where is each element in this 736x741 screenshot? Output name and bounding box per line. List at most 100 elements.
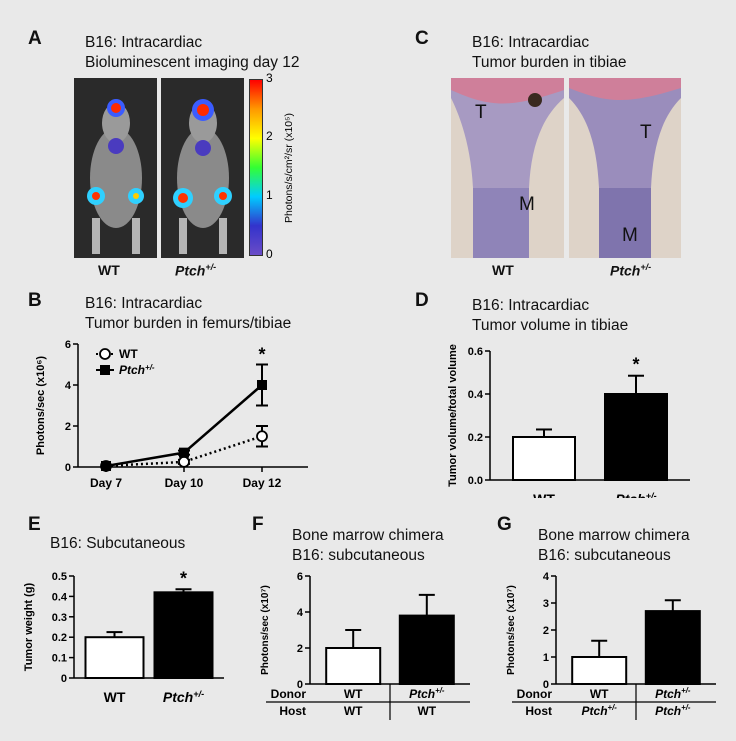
chart-e-y-axis-label: Tumor weight (g) [23, 582, 35, 671]
chart-f-y-axis-label: Photons/sec (x10⁷) [260, 585, 271, 675]
chart-d-bar [512, 436, 576, 481]
chart-f-y-tick-label: 0 [297, 679, 303, 691]
chart-e-bar [84, 636, 145, 679]
chart-e-y-tick-label: 0.5 [52, 571, 67, 583]
chart-b-legend-label: WT [119, 347, 138, 361]
chart-e-significance-mark: * [180, 568, 187, 588]
panel-b-title: B16: Intracardiac [85, 295, 203, 312]
chart-g-bar [644, 610, 701, 685]
chart-f-host-value: WT [417, 704, 436, 718]
chart-b-series-line [105, 435, 263, 468]
panel-d-subtitle: Tumor volume in tibiae [472, 317, 629, 334]
panel-c-label: C [415, 28, 429, 49]
panel-g-title: Bone marrow chimera [538, 527, 690, 544]
chart-b-legend-label: Ptch+/- [119, 363, 155, 377]
panel-c-group-ptch-base: Ptch [610, 262, 641, 279]
panel-c-group-ptch-sup: +/- [640, 262, 652, 272]
chart-g-y-tick-label: 0 [543, 679, 549, 691]
panel-f-subtitle: B16: subcutaneous [292, 547, 425, 564]
chart-f-y-tick-label: 4 [297, 607, 304, 619]
panel-b-subtitle: Tumor burden in femurs/tibiae [85, 315, 292, 332]
colorbar-tick: 0 [266, 247, 273, 261]
chart-d-category-label: WT [533, 491, 555, 498]
panel-c-group-wt: WT [492, 262, 514, 278]
chart-b-y-tick-label: 0 [65, 462, 71, 474]
chart-b-y-tick-label: 6 [65, 339, 71, 351]
chart-e-y-tick-label: 0.3 [52, 612, 67, 624]
chart-f: 0 2 4 6 Photons/sec (x10⁷) WT WT Ptch+/- WT Donor… [260, 571, 470, 720]
colorbar-axis: 3 2 1 0 Photons/s/cm²/sr (x10⁵) [266, 72, 295, 261]
chart-g-y-tick-label: 1 [543, 652, 549, 664]
panel-a-label: A [28, 28, 42, 49]
colorbar-tick: 2 [266, 129, 273, 143]
chart-e-y-tick-label: 0.2 [52, 632, 67, 644]
chart-g-bar [571, 656, 628, 685]
chart-e-category-label: Ptch+/- [163, 689, 204, 705]
chart-e-y-tick-label: 0.4 [52, 591, 68, 603]
chart-f-donor-value: Ptch+/- [409, 686, 445, 701]
chart-g-y-tick-label: 3 [543, 598, 549, 610]
chart-b-y-tick-label: 4 [65, 380, 72, 392]
panel-g-subtitle: B16: subcutaneous [538, 547, 671, 564]
chart-g-donor-value: Ptch+/- [655, 686, 691, 701]
panel-a-group-ptch-sup: +/- [205, 262, 217, 272]
panel-g-label: G [497, 514, 512, 535]
colorbar [249, 79, 263, 256]
chart-b-x-tick-label: Day 10 [165, 476, 204, 490]
histology-image-ptch: T M [569, 78, 681, 258]
chart-f-donor-label: Donor [271, 687, 307, 701]
chart-b-point [178, 455, 190, 468]
bioluminescence-image-ptch [161, 78, 244, 258]
panel-b-label: B [28, 290, 42, 311]
panel-f-title: Bone marrow chimera [292, 527, 444, 544]
colorbar-label: Photons/s/cm²/sr (x10⁵) [283, 113, 295, 223]
chart-b-x-tick-label: Day 12 [243, 476, 282, 490]
panel-a-group-ptch: Ptch+/- [175, 262, 216, 279]
chart-f-bar [398, 614, 455, 685]
chart-b-y-tick-label: 2 [65, 421, 71, 433]
chart-f-y-tick-label: 6 [297, 571, 303, 583]
panel-c-group-ptch: Ptch+/- [610, 262, 651, 279]
histology-wt-mark-t: T [475, 102, 487, 123]
mouse-ptch-illustration [173, 99, 232, 254]
chart-d-y-tick-label: 0.6 [468, 346, 483, 358]
panel-a-group-wt: WT [98, 262, 120, 278]
chart-e-y-tick-label: 0 [61, 673, 67, 685]
panel-e-title: B16: Subcutaneous [50, 535, 186, 552]
chart-d: 0.0 0.2 0.4 0.6 Tumor volume/total volume WT P… [447, 344, 690, 498]
panel-d-label: D [415, 290, 429, 311]
panel-c-subtitle: Tumor burden in tibiae [472, 54, 627, 71]
mouse-wt-illustration [87, 99, 144, 254]
chart-b-significance-mark: * [258, 345, 265, 365]
histology-wt-mark-m: M [519, 194, 535, 215]
chart-b-legend-marker [100, 365, 110, 375]
panel-c-title: B16: Intracardiac [472, 34, 590, 51]
chart-b-point [257, 380, 267, 390]
chart-f-donor-value: WT [344, 687, 363, 701]
chart-d-category-label: Ptch+/- [615, 491, 656, 498]
colorbar-tick: 1 [266, 188, 273, 202]
chart-g: 0 1 2 3 4 Photons/sec (x10⁷) WT Ptch+/- Ptch+/- P… [506, 571, 716, 720]
chart-e-y-tick-label: 0.1 [52, 653, 67, 665]
chart-b-legend-marker [99, 348, 111, 360]
chart-f-host-value: WT [344, 704, 363, 718]
panel-e-label: E [28, 514, 41, 535]
chart-f-host-label: Host [279, 704, 306, 718]
chart-g-y-tick-label: 4 [543, 571, 550, 583]
chart-b-y-axis-label: Photons/sec (x10⁶) [35, 356, 47, 456]
chart-d-y-tick-label: 0.0 [468, 475, 483, 487]
histology-ptch-mark-t: T [640, 122, 652, 143]
chart-e-bar [153, 591, 214, 679]
chart-g-y-axis-label: Photons/sec (x10⁷) [506, 585, 517, 675]
chart-b-point [179, 447, 189, 458]
chart-b-x-tick-label: Day 7 [90, 476, 122, 490]
panel-a-title: B16: Intracardiac [85, 34, 203, 51]
panel-a-group-ptch-base: Ptch [175, 262, 206, 279]
chart-d-significance-mark: * [632, 355, 639, 375]
chart-g-host-value: Ptch+/- [582, 703, 618, 718]
chart-e: 0 0.1 0.2 0.3 0.4 0.5 Tumor weight (g) WT Ptch+/… [23, 568, 224, 705]
colorbar-tick: 3 [266, 72, 273, 85]
tibia-ptch-illustration [569, 78, 681, 258]
chart-e-category-label: WT [104, 689, 126, 705]
chart-b-point [101, 460, 111, 471]
